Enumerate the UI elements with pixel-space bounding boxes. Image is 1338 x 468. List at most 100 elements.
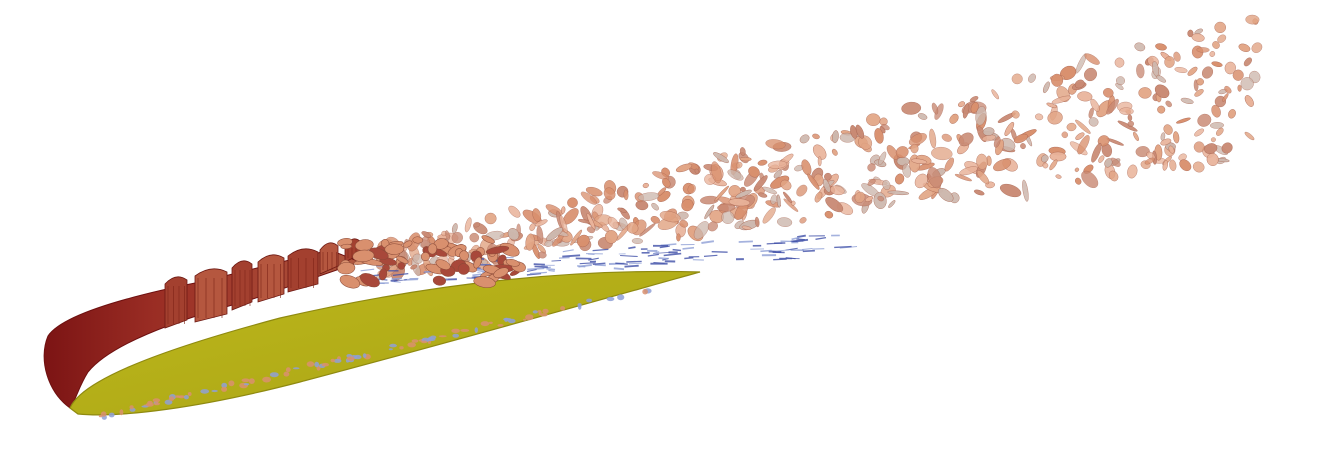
shear-streak [672,248,682,252]
vortex-blob [812,133,820,140]
vortex-blob [1173,51,1181,62]
vortex-blob [1210,122,1224,129]
vortex-blob [507,228,520,241]
vortex-blob [1081,170,1099,189]
vortex-blob [1004,121,1015,137]
fringe-blob [430,335,437,340]
shear-streak [815,236,827,240]
fringe-blob [292,367,300,370]
vortex-blob [1011,73,1023,85]
separated-vortex [339,274,361,289]
separated-vortex [457,263,470,275]
vortex-blob [1049,151,1067,162]
vortex-blob [659,210,681,223]
shear-streak [477,270,486,273]
fringe-blob [460,328,470,332]
vortex-blob [1238,43,1251,52]
leading-edge-vortex-sheet [43,238,362,409]
vortex-blob [867,163,876,172]
vortex-blob [1194,28,1203,35]
vortex-blob [1176,117,1191,124]
vortex-blob [1075,177,1082,185]
vortex-blob [1169,159,1177,172]
vortex-roller [319,242,339,275]
vortex-blob [1162,160,1168,171]
vortex-blob [999,183,1022,198]
vortex-blob [975,106,987,126]
separated-vortex [432,275,446,286]
fringe-blob [285,367,291,373]
vortex-blob [822,178,831,193]
vortex-blob [814,191,823,203]
vortex-blob [807,173,820,190]
separated-vortex [459,250,469,261]
separated-vortex [420,252,430,262]
vortex-blob [801,159,812,176]
fringe-blob [411,339,419,343]
shear-streak [652,251,660,255]
vortex-blob [762,207,776,224]
vortex-blob [652,171,670,180]
fringe-blob [164,399,173,405]
separated-vortex [396,255,409,264]
vortex-blob [910,143,919,154]
fringe-blob [119,409,124,416]
vortex-blob [617,207,627,213]
shear-streak [663,252,682,257]
fringe-blob [330,358,336,363]
separated-vortex [352,249,375,263]
vortex-blob [650,216,660,224]
fringe-blob [241,378,250,383]
fringe-blob [354,354,362,360]
fringe-blob [108,412,115,418]
shear-streak [594,263,606,267]
vortex-blob [525,233,535,251]
shear-streak [360,268,375,272]
shear-streak [529,271,547,275]
separated-vortex [481,235,495,244]
shear-streak [628,246,636,250]
vortex-blob [958,132,974,147]
vortex-blob [765,139,786,150]
vortex-blob [1013,133,1028,144]
vortex-blob [812,144,827,160]
vortex-blob [741,225,752,230]
fringe-blob [314,361,320,368]
shear-streak [592,248,609,252]
fringe-blob [537,310,542,313]
vortex-blob [623,189,629,201]
vortex-roller [287,248,319,293]
shear-streak [533,263,545,266]
vortex-blob [681,198,694,212]
vortex-blob [1151,61,1160,77]
shear-streak [562,249,574,253]
vortex-blob [777,217,793,227]
fringe-blob [333,358,342,363]
vortex-blob [1168,145,1175,154]
vortex-blob [1194,89,1204,97]
vortex-blob [878,151,887,166]
fringe-blob [389,343,397,348]
shear-streak [776,249,790,252]
shear-streak [391,277,402,280]
vortex-blob [445,230,451,240]
vortex-roller [231,260,253,311]
vortex-blob [941,133,952,142]
fringe-blob [399,346,404,350]
vortex-blob [991,89,1000,100]
vortex-blob [676,233,681,242]
fringe-blob [221,386,228,392]
separated-vortical-structures [337,235,526,289]
vortex-roller [257,254,285,303]
shear-streak [626,260,642,263]
shear-streak [834,245,852,249]
vortex-blob [973,189,985,196]
vortex-blob [1011,110,1020,119]
shear-streak [526,272,542,276]
fringe-blob [200,389,210,394]
vortex-blob [748,166,760,178]
shear-streak [546,267,556,271]
fringe-blob [321,362,329,367]
separated-vortex [412,236,424,244]
vortex-blob [735,189,752,199]
